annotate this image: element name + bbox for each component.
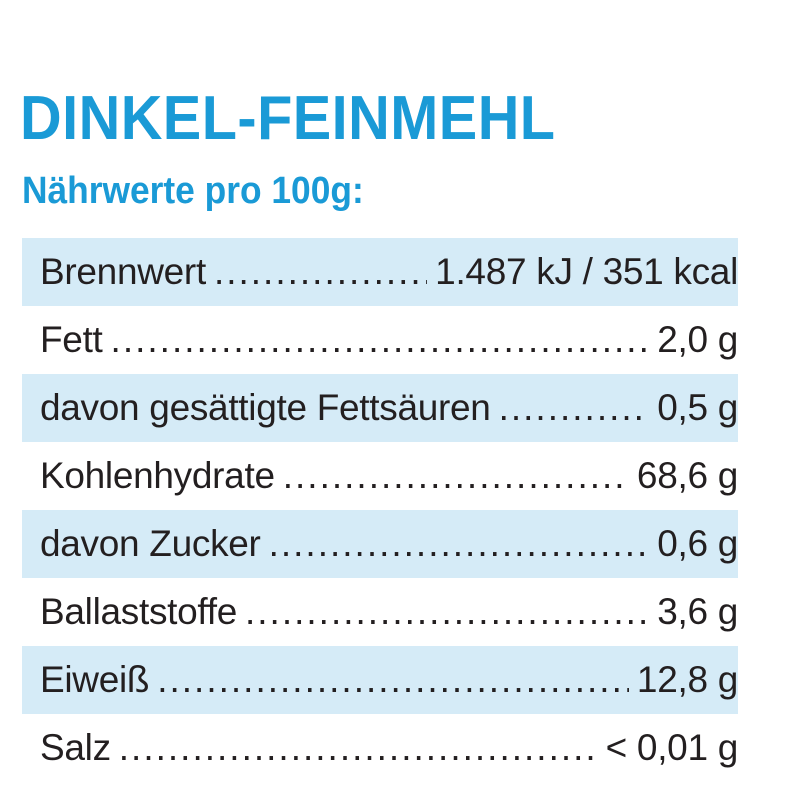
nutrition-row-ballaststoffe: Ballaststoffe 3,6 g: [22, 578, 738, 646]
row-label: Eiweiß: [40, 659, 150, 700]
dot-leader: [157, 658, 629, 702]
row-label: davon gesättigte Fettsäuren: [40, 387, 491, 428]
nutrition-row-eiweiss: Eiweiß 12,8 g: [22, 646, 738, 714]
nutrition-row-zucker: davon Zucker 0,6 g: [22, 510, 738, 578]
dot-leader: [245, 590, 649, 634]
row-label: Salz: [40, 727, 111, 768]
row-value: < 0,01 g: [605, 727, 738, 768]
row-value: 0,5 g: [657, 387, 738, 428]
nutrition-subtitle: Nährwerte pro 100g:: [22, 170, 364, 212]
nutrition-row-fett: Fett 2,0 g: [22, 306, 738, 374]
row-label: davon Zucker: [40, 523, 261, 564]
product-title: DINKEL-FEINMEHL: [20, 84, 556, 153]
row-label: Fett: [40, 319, 103, 360]
nutrition-row-brennwert: Brennwert 1.487 kJ / 351 kcal: [22, 238, 738, 306]
nutrition-row-kohlenhydrate: Kohlenhydrate 68,6 g: [22, 442, 738, 510]
row-value: 0,6 g: [657, 523, 738, 564]
dot-leader: [111, 318, 650, 362]
row-value: 3,6 g: [657, 591, 738, 632]
nutrition-table: Brennwert 1.487 kJ / 351 kcal Fett 2,0 g…: [22, 238, 738, 782]
dot-leader: [269, 522, 650, 566]
dot-leader: [499, 386, 650, 430]
row-value: 1.487 kJ / 351 kcal: [435, 251, 738, 292]
row-value: 68,6 g: [636, 455, 738, 496]
row-label: Brennwert: [40, 251, 206, 292]
row-label: Ballaststoffe: [40, 591, 237, 632]
dot-leader: [119, 726, 598, 770]
row-value: 2,0 g: [657, 319, 738, 360]
dot-leader: [214, 250, 427, 294]
dot-leader: [283, 454, 629, 498]
nutrition-row-salz: Salz < 0,01 g: [22, 714, 738, 782]
nutrition-row-gesaettigte-fettsaeuren: davon gesättigte Fettsäuren 0,5 g: [22, 374, 738, 442]
row-label: Kohlenhydrate: [40, 455, 275, 496]
row-value: 12,8 g: [636, 659, 738, 700]
